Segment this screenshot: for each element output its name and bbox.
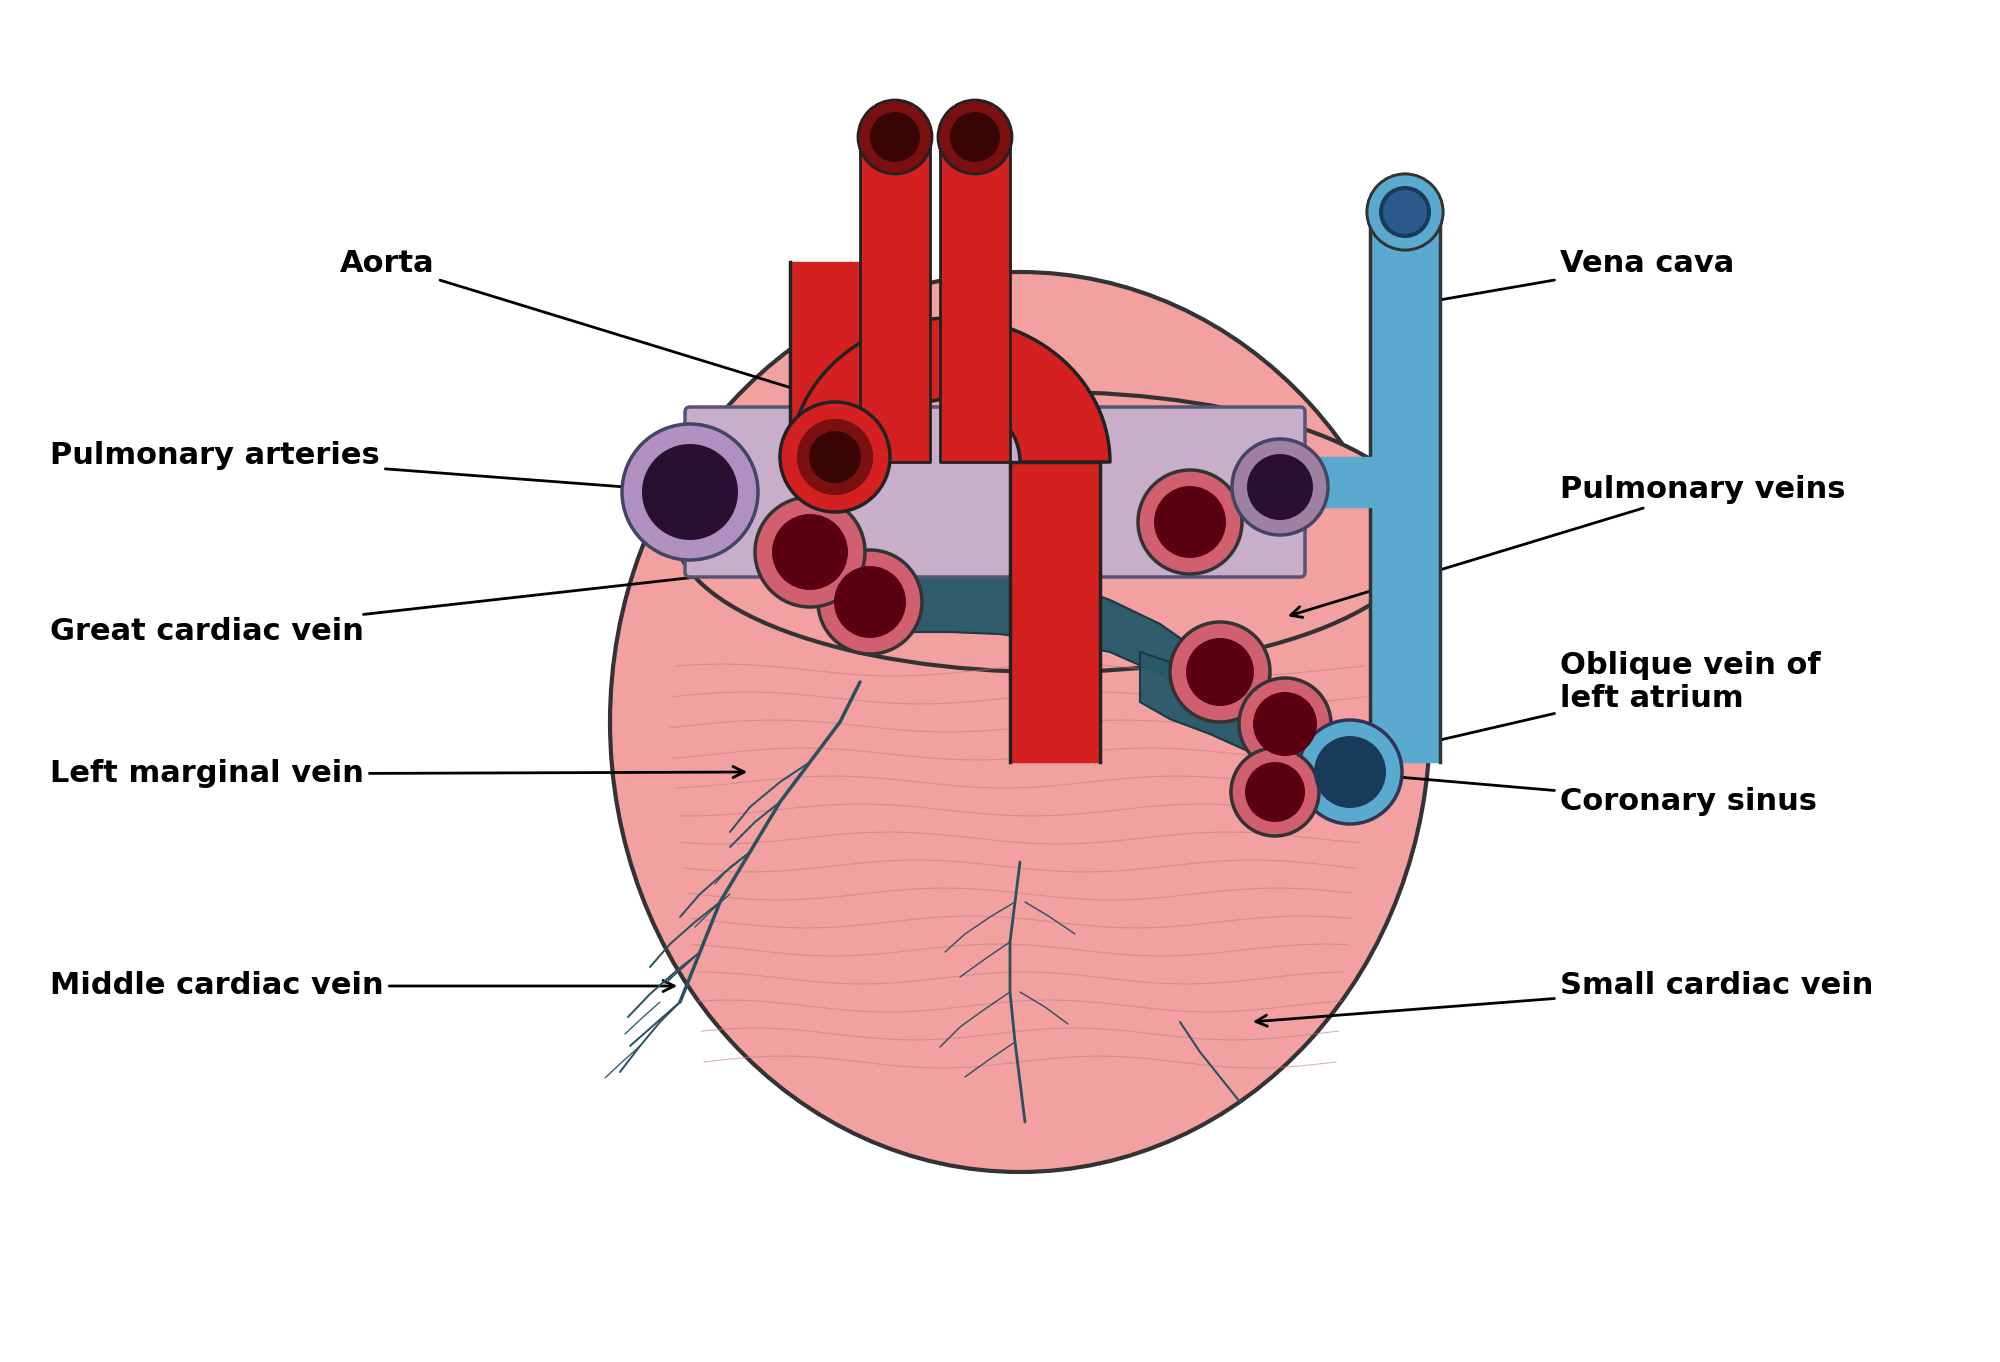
Text: Oblique vein of
left atrium: Oblique vein of left atrium xyxy=(1350,651,1820,764)
Circle shape xyxy=(1380,187,1432,238)
Circle shape xyxy=(858,99,932,174)
Circle shape xyxy=(1298,720,1402,824)
Ellipse shape xyxy=(676,392,1424,671)
Circle shape xyxy=(796,419,872,494)
Circle shape xyxy=(622,424,758,560)
Circle shape xyxy=(1368,174,1444,251)
Circle shape xyxy=(1244,761,1304,823)
Circle shape xyxy=(1272,464,1308,500)
Circle shape xyxy=(796,419,872,494)
Circle shape xyxy=(1262,454,1318,509)
Circle shape xyxy=(870,112,920,162)
Circle shape xyxy=(1170,622,1270,722)
Circle shape xyxy=(780,402,890,512)
Circle shape xyxy=(1384,191,1428,234)
Circle shape xyxy=(1240,678,1332,770)
Circle shape xyxy=(642,444,738,539)
Circle shape xyxy=(1154,486,1226,558)
Circle shape xyxy=(1232,439,1328,535)
Circle shape xyxy=(1186,637,1254,706)
Circle shape xyxy=(834,567,906,637)
FancyBboxPatch shape xyxy=(684,407,1304,577)
Ellipse shape xyxy=(610,272,1430,1171)
Circle shape xyxy=(808,430,860,484)
Polygon shape xyxy=(1140,652,1340,791)
Text: Pulmonary veins: Pulmonary veins xyxy=(1290,475,1846,617)
Circle shape xyxy=(772,513,848,590)
Circle shape xyxy=(1314,735,1386,808)
Text: Pulmonary arteries: Pulmonary arteries xyxy=(50,441,686,496)
Circle shape xyxy=(1252,692,1316,756)
Polygon shape xyxy=(820,552,1200,701)
Polygon shape xyxy=(790,319,1110,462)
Circle shape xyxy=(1138,470,1242,573)
Circle shape xyxy=(1368,174,1444,251)
Circle shape xyxy=(756,497,864,607)
Text: Coronary sinus: Coronary sinus xyxy=(1346,768,1816,816)
Circle shape xyxy=(818,550,922,654)
Text: Vena cava: Vena cava xyxy=(1376,249,1734,315)
Text: Small cardiac vein: Small cardiac vein xyxy=(1256,971,1874,1026)
Circle shape xyxy=(1248,454,1312,520)
Text: Great cardiac vein: Great cardiac vein xyxy=(50,558,824,647)
Circle shape xyxy=(950,112,1000,162)
Text: Left marginal vein: Left marginal vein xyxy=(50,760,744,789)
Text: Middle cardiac vein: Middle cardiac vein xyxy=(50,971,674,1001)
Text: Aorta: Aorta xyxy=(340,249,864,413)
Circle shape xyxy=(938,99,1012,174)
Circle shape xyxy=(1232,748,1320,836)
